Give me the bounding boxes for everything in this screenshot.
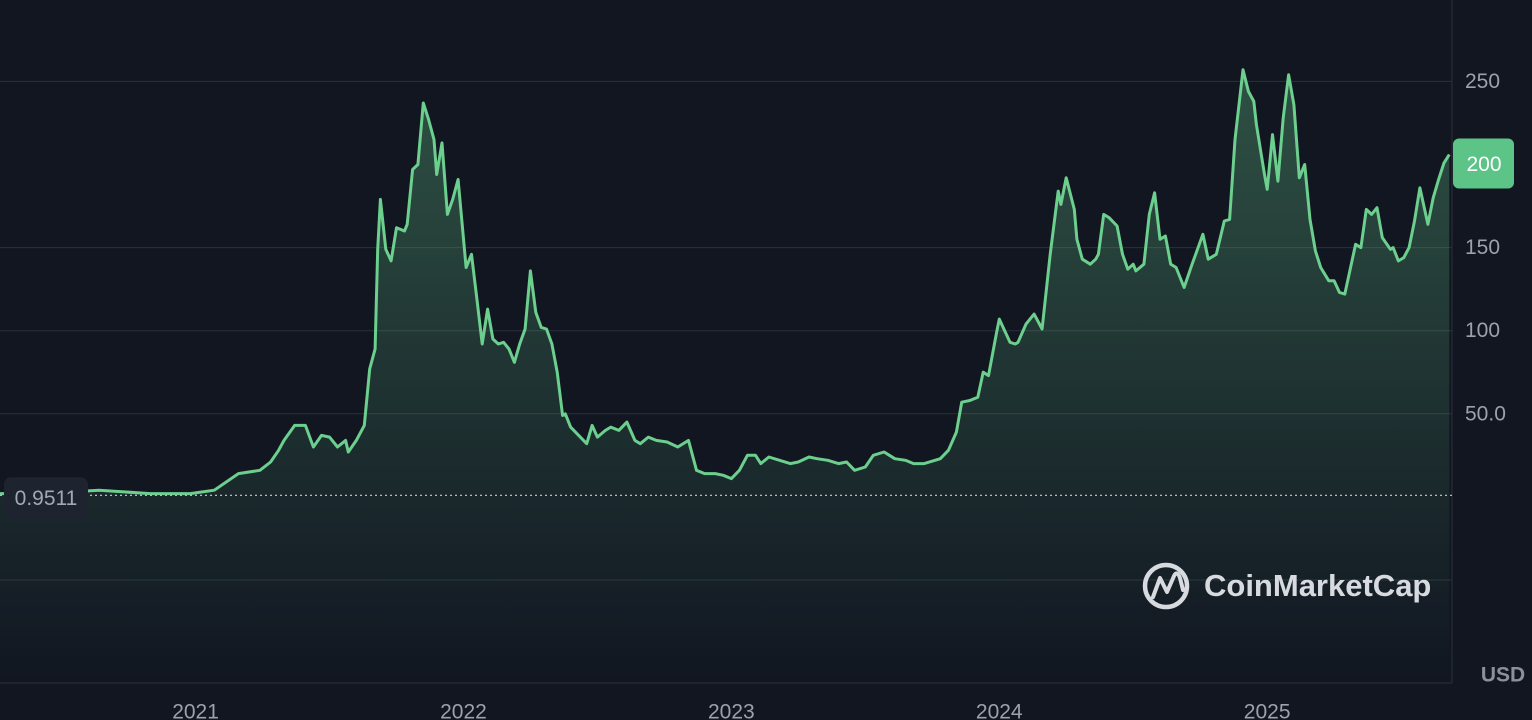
logo-wave — [1151, 571, 1185, 599]
y-tick-label: 250 — [1465, 70, 1500, 93]
y-tick-label: 50.0 — [1465, 402, 1506, 425]
grid: 50.0 100 150 250 2021 2022 2023 2024 2025 — [0, 70, 1506, 720]
price-line — [0, 68, 1451, 496]
x-tick-label: 2021 — [172, 701, 219, 720]
currency-label: USD — [1481, 664, 1525, 687]
reference-label: 0.9511 — [15, 487, 78, 510]
watermark-text: CoinMarketCap — [1204, 568, 1431, 603]
watermark: CoinMarketCap — [1142, 562, 1431, 610]
overlay: 0.9511 200 — [0, 138, 1514, 520]
price-area — [0, 69, 1450, 684]
x-tick-label: 2025 — [1244, 701, 1291, 720]
x-tick-label: 2022 — [440, 701, 487, 720]
last-price-badge — [1453, 138, 1514, 189]
reference-badge — [4, 477, 88, 520]
x-tick-label: 2023 — [708, 701, 755, 720]
logo-ring — [1142, 562, 1190, 610]
y-tick-label: 150 — [1465, 236, 1500, 259]
last-price-label: 200 — [1466, 153, 1501, 176]
y-tick-label: 100 — [1465, 319, 1500, 342]
x-tick-label: 2024 — [976, 701, 1023, 720]
plot — [0, 68, 1451, 684]
